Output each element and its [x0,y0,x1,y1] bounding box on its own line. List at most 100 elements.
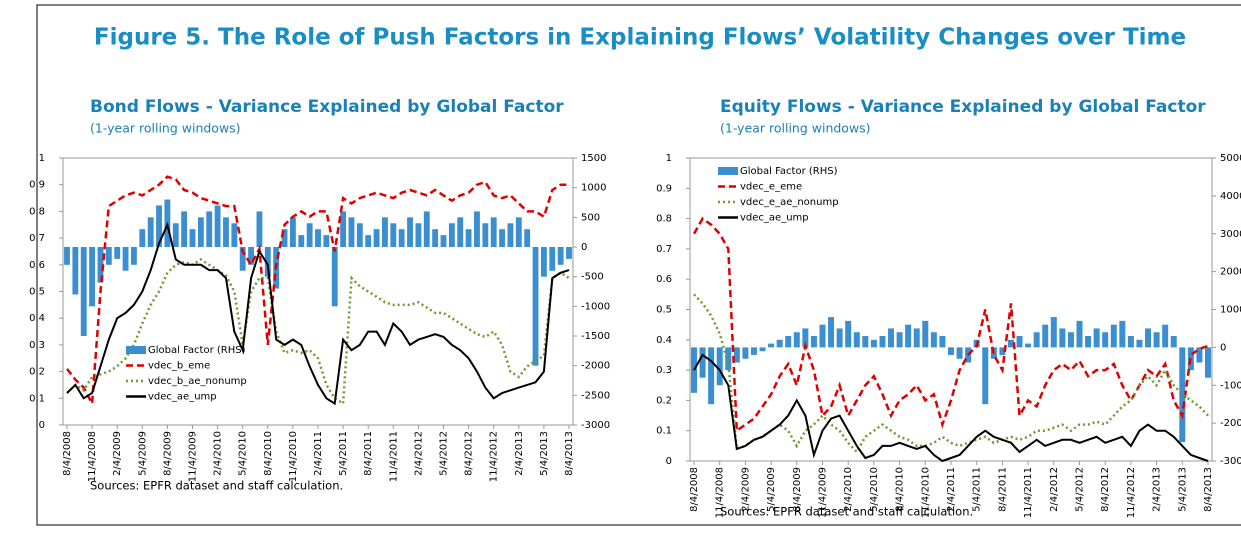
bar [507,223,514,247]
bar [206,211,213,247]
bar [323,235,330,247]
bar [474,211,480,247]
bar [1007,339,1014,348]
line-series [693,353,1209,463]
y2-tick-label: 4000 [1220,191,1241,202]
y2-tick-label: 0 [1220,342,1226,353]
legend-label: vdec_b_eme [148,361,210,372]
bar [853,332,860,348]
legend-label: Global Factor (RHS) [148,345,246,356]
legend-swatch [126,346,146,354]
bar [1153,332,1160,348]
x-tick-label: 2/4/2010 [843,467,854,512]
bar [1016,336,1023,348]
bar [407,217,413,247]
bar [340,211,347,247]
x-tick-label: 2/4/2011 [946,467,957,512]
x-tick-label: 11/4/2008 [715,467,726,518]
x-tick-label: 11/4/2008 [87,431,98,482]
x-tick-label: 2/4/2012 [413,431,424,476]
bar [348,217,355,247]
x-tick-label: 5/4/2013 [539,431,550,476]
chart-title: Equity Flows - Variance Explained by Glo… [720,97,1206,117]
line-series [66,221,570,406]
y2-tick-label: 0 [581,242,587,253]
x-tick-label: 2/4/2009 [112,431,123,476]
legend-label: vdec_ae_ump [740,213,809,224]
line-series [66,175,569,409]
y2-tick-label: 3000 [1220,229,1241,240]
legend-label: vdec_ae_ump [148,392,217,403]
x-tick-label: 11/4/2010 [920,467,931,518]
bar [490,217,497,247]
bar [870,339,877,348]
bar [97,247,104,283]
x-tick-label: 5/4/2012 [1075,467,1086,512]
chart-title: Bond Flows - Variance Explained by Globa… [90,97,564,117]
bar [139,229,146,247]
bar [457,217,464,247]
line-series [693,293,1209,454]
bar [1136,339,1143,348]
bar [708,347,715,405]
x-tick-label: 11/4/2009 [188,431,199,482]
bar [566,247,572,259]
y2-tick-label: -1000 [581,301,610,312]
y-tick-label: 0.3 [29,340,45,351]
bar [440,235,447,247]
figure-title: Figure 5. The Role of Push Factors in Ex… [94,25,1186,51]
bar [114,247,121,259]
bar [785,336,792,348]
x-tick-label: 8/4/2008 [689,467,700,512]
y-tick-label: 0.8 [29,206,45,217]
bar [930,332,937,348]
bar [398,229,405,247]
y-tick-label: 0.9 [29,180,45,191]
x-tick-label: 8/4/2012 [1100,467,1111,512]
x-tick-label: 5/4/2012 [439,431,450,476]
bar [1127,336,1134,348]
y-tick-label: 0.4 [656,335,672,346]
bar [750,347,757,355]
bar [1085,336,1092,348]
bar [1110,324,1117,348]
bar [716,347,723,386]
bar [1196,347,1203,363]
bar [939,336,946,348]
bar [768,343,775,348]
x-tick-label: 8/4/2008 [62,431,73,476]
figure-border [36,4,1241,526]
legend-label: vdec_b_ae_nonump [148,376,247,387]
bar [845,320,852,348]
bar [415,223,422,247]
bar [373,229,380,247]
x-tick-label: 5/4/2009 [137,431,148,476]
bar [1170,336,1177,348]
bar [905,324,912,348]
x-tick-label: 8/4/2012 [464,431,475,476]
bar [1205,347,1211,378]
source-note: Sources: EPFR dataset and staff calculat… [90,479,343,493]
bar [819,324,826,348]
bar [1059,328,1066,348]
bar [913,328,920,348]
bar [922,320,929,348]
bar [776,339,783,348]
bar [879,336,886,348]
x-tick-label: 2/4/2013 [1152,467,1163,512]
x-tick-label: 8/4/2011 [363,431,374,476]
bar [315,229,321,247]
chart-subtitle: (1-year rolling windows) [720,121,871,136]
bar [390,223,397,247]
y-tick-label: 0.2 [29,367,45,378]
bar [1067,332,1074,348]
bar [256,211,263,247]
bar [1076,320,1083,348]
y-tick-label: 0 [666,456,672,467]
bar [482,223,489,247]
x-tick-label: 11/4/2010 [288,431,299,482]
y2-tick-label: 1000 [581,183,606,194]
y2-tick-label: -3000 [581,420,610,431]
bar [810,336,817,348]
x-tick-label: 5/4/2011 [338,431,349,476]
